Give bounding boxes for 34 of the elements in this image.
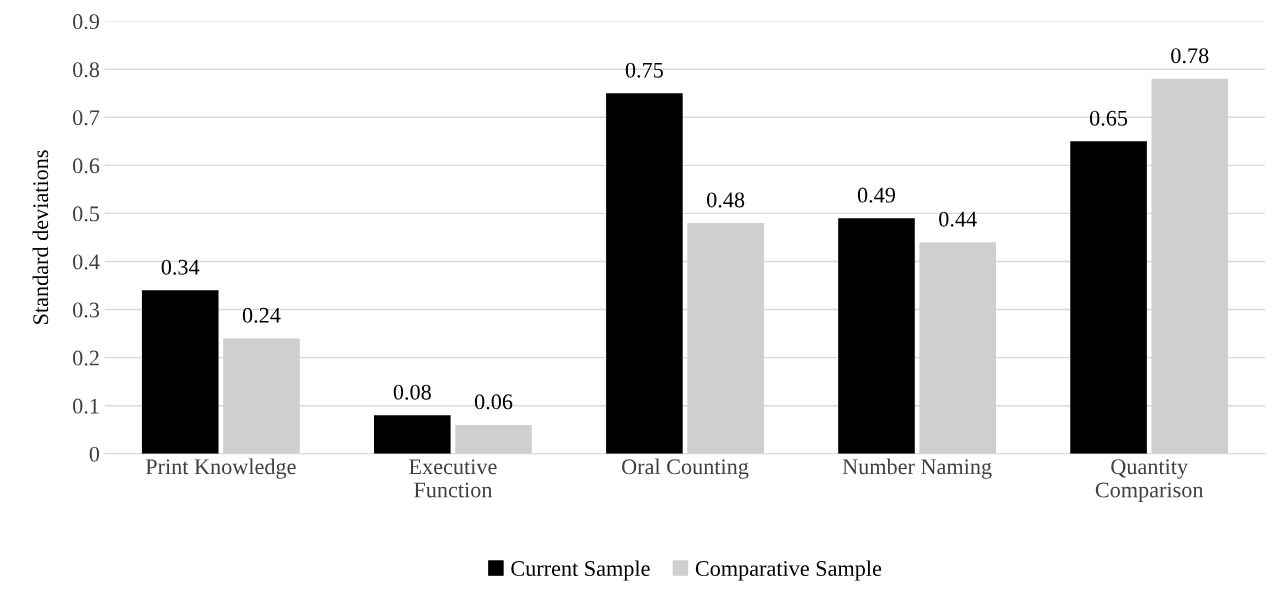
data-label: 0.24 [242,307,281,323]
y-tick-label: 0.6 [73,158,100,174]
x-tick-label: Executive Function [409,459,497,498]
y-tick-label: 0.9 [73,14,100,30]
bar [141,290,219,454]
y-tick-label: 0.2 [73,350,99,366]
x-tick-label: Quantity Comparison [1095,459,1204,502]
bar [374,415,451,454]
y-tick-label: 0.5 [73,206,100,222]
data-label: 0.78 [1171,48,1209,64]
bar [1070,141,1147,454]
y-tick-label: 0 [89,446,100,462]
y-tick-label: 0.8 [73,62,100,78]
data-label: 0.08 [393,384,431,400]
y-axis-title: Standard deviations [32,150,49,324]
data-label: 0.44 [939,211,977,227]
legend-label: Comparative Sample [695,560,882,581]
y-tick-label: 0.7 [73,110,100,126]
data-label: 0.34 [161,259,200,275]
data-label: 0.06 [474,394,513,410]
legend-label: Current Sample [511,560,650,581]
x-tick-label: Number Naming [842,458,992,479]
y-tick-label: 0.1 [73,398,99,414]
y-tick-label: 0.3 [73,302,100,318]
x-tick-label: Print Knowledge [145,458,296,479]
y-tick-label: 0.4 [73,254,100,270]
bar [606,93,683,454]
x-tick-label: Oral Counting [622,458,749,479]
data-label: 0.49 [857,187,896,203]
bar [838,218,915,454]
data-label: 0.48 [707,192,745,208]
data-label: 0.65 [1089,110,1128,126]
data-label: 0.75 [625,62,663,78]
bar [455,424,532,454]
